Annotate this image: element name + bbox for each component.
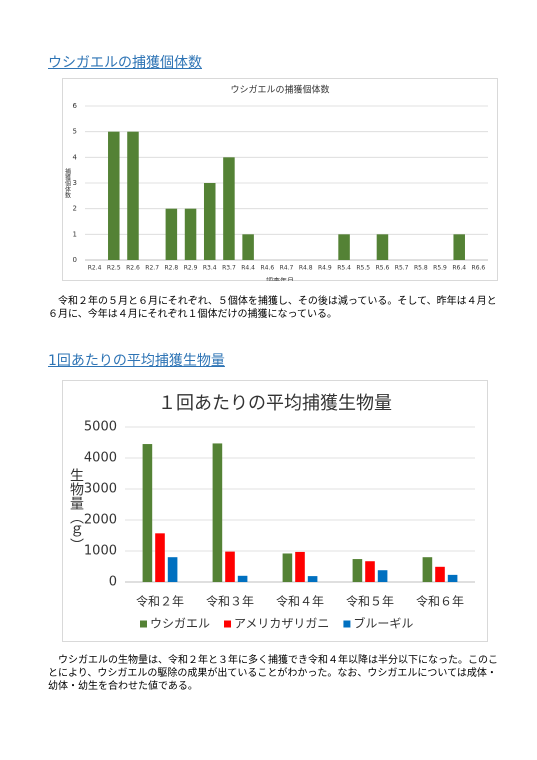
x-tick-label: R2.8 [164, 265, 178, 272]
legend-label: ウシガエル [150, 617, 210, 631]
x-tick-label: R5.6 [376, 265, 390, 272]
y-tick-label: 2 [73, 205, 77, 213]
x-tick-label: R5.9 [433, 265, 447, 272]
heading: 1回あたりの平均捕獲生物量 [48, 353, 225, 369]
bar [365, 561, 375, 582]
bar [453, 234, 465, 260]
y-tick-label: 0 [73, 256, 77, 264]
x-tick-label: R5.8 [414, 265, 428, 272]
y-tick-label: 6 [73, 102, 78, 110]
y-tick-label: 5000 [84, 420, 117, 435]
bar [295, 551, 305, 582]
x-tick-label: R4.4 [241, 265, 255, 272]
bar [203, 183, 216, 260]
bar [167, 557, 178, 582]
x-tick-label: 令和３年 [206, 594, 254, 609]
y-axis-label: 生物量（ｇ） [68, 468, 84, 552]
y-tick-label: 1 [73, 230, 77, 238]
x-axis-label: 調査年月 [266, 276, 294, 281]
legend-swatch [140, 620, 147, 628]
x-tick-label: 令和６年 [416, 594, 464, 609]
x-tick-label: R2.6 [126, 265, 140, 272]
x-tick-label: R4.8 [299, 265, 313, 272]
paragraph: 令和２年の５月と６月にそれぞれ、５個体を捕獲し、その後は減っている。そして、昨年… [48, 296, 497, 320]
bar [108, 131, 120, 260]
x-tick-label: R2.5 [107, 265, 121, 272]
x-tick-label: R5.4 [337, 265, 351, 272]
bar [225, 551, 235, 582]
y-tick-label: 5 [73, 128, 77, 136]
x-tick-label: R4.7 [280, 265, 294, 272]
bar [223, 157, 235, 260]
x-tick-label: R5.5 [356, 265, 370, 272]
bar [237, 575, 248, 582]
bar [282, 553, 293, 582]
legend-label: アメリカザリガニ [234, 617, 329, 631]
x-tick-label: R3.4 [203, 265, 217, 272]
x-tick-label: 令和２年 [136, 594, 184, 609]
bar [142, 444, 153, 582]
bar [338, 234, 350, 260]
bar [155, 533, 165, 582]
bar [184, 208, 197, 260]
bar [447, 574, 458, 582]
bar [422, 557, 433, 582]
y-tick-label: 3 [73, 179, 77, 187]
x-tick-label: R5.7 [395, 265, 409, 272]
x-tick-label: R4.9 [318, 265, 332, 272]
legend-swatch [224, 620, 232, 628]
legend-label: ブルーギル [353, 616, 413, 631]
y-tick-label: 3000 [84, 482, 117, 497]
heading: ウシガエルの捕獲個体数 [48, 55, 202, 71]
x-tick-label: R3.7 [222, 265, 236, 272]
x-tick-label: R2.9 [184, 265, 198, 272]
bar [377, 570, 388, 582]
bar [435, 566, 445, 582]
x-tick-label: R6.4 [452, 265, 466, 272]
chart-title: １回あたりの平均捕獲生物量 [158, 393, 392, 414]
bar [127, 131, 139, 260]
x-tick-label: R2.7 [145, 265, 159, 272]
chart-title: ウシガエルの捕獲個体数 [230, 84, 329, 96]
x-tick-label: 令和５年 [346, 594, 394, 609]
bar [165, 208, 178, 260]
legend-swatch [343, 620, 351, 628]
y-tick-label: 1000 [84, 544, 117, 559]
x-tick-label: 令和４年 [276, 594, 324, 609]
y-axis-label: 捕獲個体数 [64, 167, 71, 199]
bar [242, 234, 254, 260]
paragraph: ウシガエルの生物量は、令和２年と３年に多く捕獲でき令和４年以降は半分以下になった… [48, 655, 498, 692]
y-tick-label: 4 [73, 153, 78, 161]
x-tick-label: R4.6 [260, 265, 274, 272]
bar [212, 443, 223, 582]
x-tick-label: R2.4 [88, 265, 102, 272]
bar [376, 234, 389, 260]
bar [307, 576, 318, 582]
y-tick-label: 4000 [84, 451, 117, 466]
bar [352, 559, 363, 582]
y-tick-label: 0 [109, 575, 117, 590]
y-tick-label: 2000 [84, 513, 117, 528]
x-tick-label: R6.6 [472, 265, 486, 272]
